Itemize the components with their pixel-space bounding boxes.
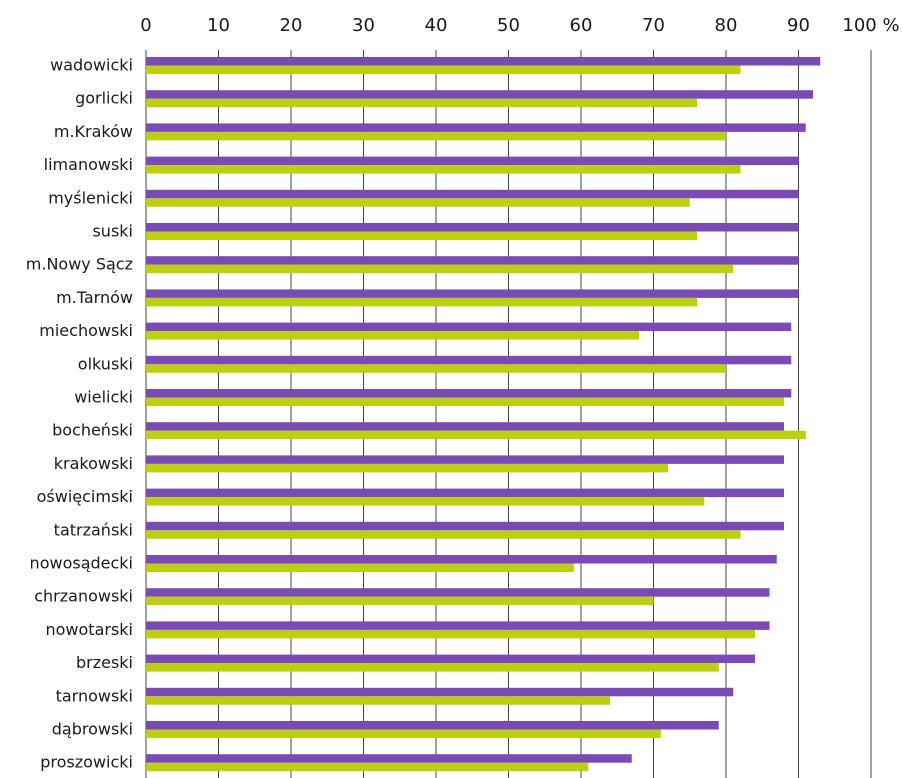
bar-series-1 [146,389,792,398]
category-label: brzeski [76,653,133,672]
bars [146,57,821,772]
bar-series-1 [146,189,799,199]
bar-series-2 [146,563,574,572]
bar-series-1 [146,57,821,66]
x-tick-label: 80 [715,15,738,36]
bar-series-2 [146,297,697,307]
bar-series-1 [146,588,770,597]
bar-series-1 [146,654,755,664]
x-tick-label: 50 [497,15,520,36]
category-label: m.Tarnów [56,288,133,307]
category-label: chrzanowski [34,587,133,606]
category-label: wadowicki [50,56,133,75]
bar-series-1 [146,687,734,697]
category-label: m.Nowy Sącz [26,255,133,274]
bar-series-2 [146,198,690,207]
bar-series-1 [146,555,777,564]
bar-series-1 [146,289,799,298]
x-tick-label: 30 [352,15,375,36]
category-label: bocheński [52,421,133,440]
bar-series-2 [146,131,726,141]
category-label: krakowski [54,454,133,473]
x-axis-ticks: 0 10 20 30 40 50 60 70 80 90 100 % [140,15,899,36]
bar-series-2 [146,463,668,473]
category-label: gorlicki [75,89,133,108]
x-tick-label: 20 [280,15,303,36]
bar-series-1 [146,521,784,531]
category-label: m.Kraków [54,122,133,141]
category-label: limanowski [44,155,133,174]
bar-series-1 [146,90,813,99]
category-label: tatrzański [54,520,133,539]
category-label: wielicki [74,388,133,407]
category-label: myślenicki [48,188,133,207]
bar-series-2 [146,98,697,108]
bar-series-2 [146,497,705,506]
bar-series-1 [146,621,770,630]
bar-series-2 [146,364,726,373]
bar-series-1 [146,156,799,166]
bar-series-1 [146,455,784,464]
category-labels: wadowicki gorlicki m.Kraków limanowski myśle… [26,56,133,772]
bar-series-2 [146,430,806,440]
bar-series-2 [146,696,610,705]
bar-series-1 [146,256,799,265]
category-label: nowosądecki [30,554,133,573]
bar-series-2 [146,231,697,240]
bar-series-1 [146,355,792,365]
bar-series-2 [146,331,639,340]
x-tick-label: 90 [787,15,810,36]
category-label: proszowicki [40,753,133,772]
bar-series-1 [146,322,792,332]
bar-series-2 [146,629,755,639]
x-tick-label: 60 [570,15,593,36]
category-label: oświęcimski [37,487,133,506]
bar-series-1 [146,223,799,232]
category-label: tarnowski [56,686,133,705]
bar-series-1 [146,488,784,498]
bar-series-2 [146,729,661,738]
bar-series-2 [146,762,589,772]
x-tick-label: 10 [207,15,230,36]
bar-series-2 [146,596,654,606]
bar-series-1 [146,754,632,763]
x-tick-label: 70 [642,15,665,36]
bar-series-1 [146,123,806,132]
bar-series-2 [146,264,734,274]
bar-series-2 [146,165,741,174]
bar-series-2 [146,530,741,539]
category-label: suski [92,222,133,241]
bar-series-2 [146,65,741,74]
bar-series-1 [146,721,719,730]
x-tick-label: 100 % [842,15,899,36]
category-label: olkuski [78,354,133,373]
x-tick-label: 0 [140,15,151,36]
bar-series-2 [146,397,784,406]
bar-series-1 [146,422,784,431]
bar-series-2 [146,663,719,672]
x-tick-label: 40 [425,15,448,36]
category-label: miechowski [39,321,133,340]
category-label: nowotarski [45,620,133,639]
category-label: dąbrowski [52,720,133,739]
